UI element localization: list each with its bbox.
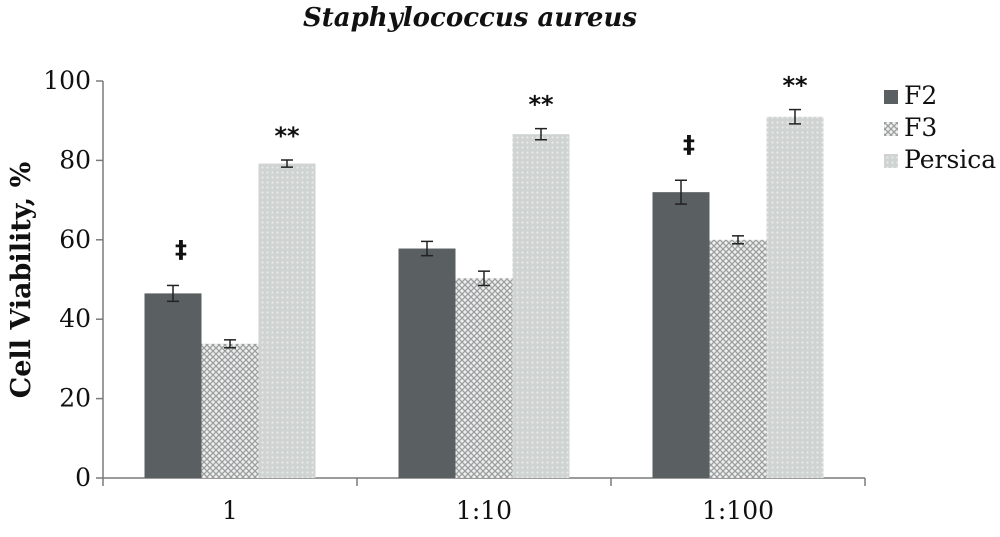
significance-marker: ** [528, 91, 554, 119]
legend-label-persica: Persica [904, 145, 996, 174]
y-tick-label: 100 [43, 66, 91, 95]
axes: 0 20 40 60 80 100 1 1:10 1:100 [43, 66, 866, 525]
error-bar [421, 240, 433, 257]
y-tick-label: 40 [59, 304, 91, 333]
bar-f2-0 [144, 293, 202, 478]
y-tick-label: 80 [59, 145, 91, 174]
significance-marker: ‡ [175, 235, 187, 263]
y-tick-label: 20 [59, 384, 91, 413]
x-tick-label: 1:100 [702, 496, 774, 525]
x-tick-label: 1 [222, 496, 238, 525]
y-axis-label: Cell Viability, % [6, 162, 37, 399]
legend-swatch-persica [884, 154, 898, 168]
bar-f3-2 [709, 239, 767, 478]
error-bar [281, 159, 293, 168]
bar-f3-1 [455, 278, 513, 478]
significance-marker: ** [782, 72, 808, 100]
error-bar [789, 108, 801, 125]
bar-persica-0 [258, 163, 316, 479]
legend-swatch-f3 [884, 122, 898, 136]
chart-title: Staphylococcus aureus [303, 3, 637, 33]
y-tick-label: 60 [59, 225, 91, 254]
y-tick-label: 0 [75, 463, 91, 492]
error-bar [167, 284, 179, 303]
bar-persica-1 [512, 134, 570, 478]
significance-marker: ** [274, 122, 300, 150]
error-bars [167, 108, 801, 349]
legend-label-f3: F3 [904, 113, 937, 142]
bars [144, 116, 824, 479]
bar-f2-1 [398, 248, 456, 478]
annotations: ‡ ** ** ‡ ** [175, 72, 808, 264]
error-bar [224, 339, 236, 349]
legend-label-f2: F2 [904, 81, 937, 110]
error-bar [675, 179, 687, 205]
error-bar [732, 235, 744, 245]
bar-f2-2 [652, 192, 710, 478]
legend: F2 F3 Persica [884, 81, 996, 174]
bar-f3-0 [201, 343, 259, 478]
legend-swatch-f2 [884, 90, 898, 104]
x-tick-label: 1:10 [456, 496, 512, 525]
error-bar [478, 270, 490, 287]
significance-marker: ‡ [683, 130, 695, 158]
bar-persica-2 [766, 116, 824, 478]
error-bar [535, 127, 547, 141]
